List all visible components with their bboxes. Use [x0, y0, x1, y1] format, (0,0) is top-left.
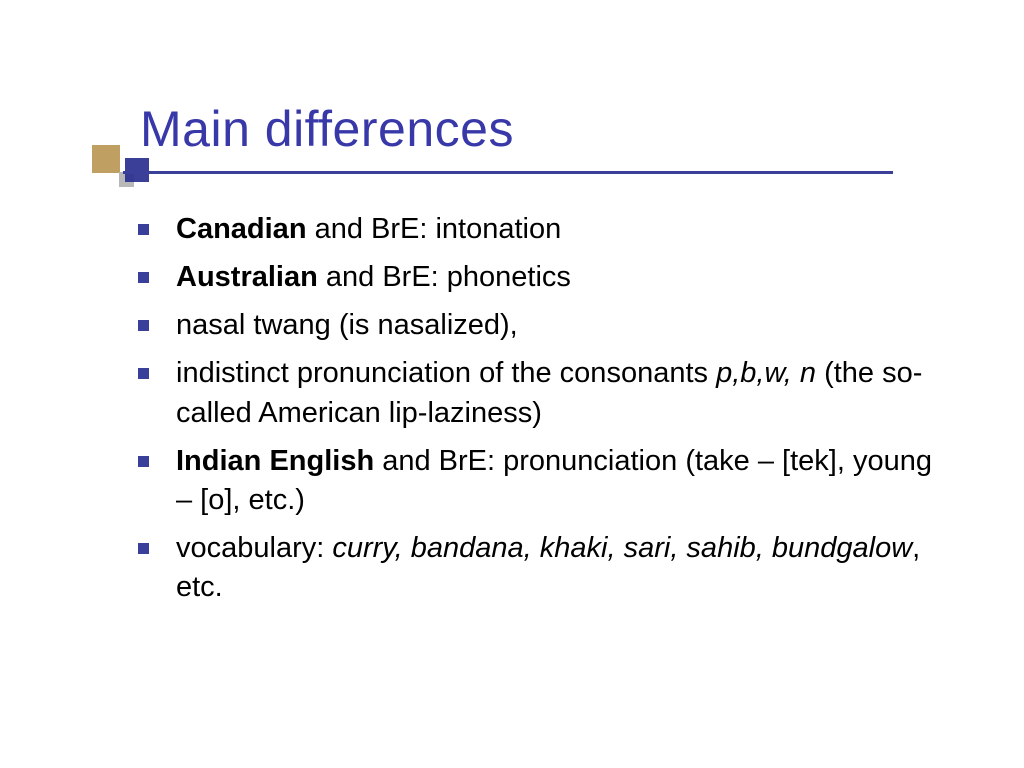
list-item: Indian English and BrE: pronunciation (t…	[138, 442, 938, 520]
italic-text: p,b,w, n	[716, 357, 824, 389]
body-text: indistinct pronunciation of the consonan…	[176, 357, 716, 389]
italic-text: curry, bandana, khaki, sari, sahib, bund…	[332, 532, 912, 564]
body-text: vocabulary:	[176, 532, 332, 564]
slide-body: Canadian and BrE: intonation Australian …	[138, 210, 938, 616]
square-navy-icon	[125, 158, 149, 182]
presentation-slide: Main differences Canadian and BrE: inton…	[0, 0, 1024, 768]
bold-text: Canadian	[176, 213, 307, 245]
body-text: and BrE: phonetics	[318, 261, 571, 293]
body-text: and BrE: intonation	[307, 213, 562, 245]
slide-title: Main differences	[140, 100, 514, 158]
bold-text: Australian	[176, 261, 318, 293]
list-item: Australian and BrE: phonetics	[138, 258, 938, 297]
bullet-list: Canadian and BrE: intonation Australian …	[138, 210, 938, 607]
list-item: vocabulary: curry, bandana, khaki, sari,…	[138, 529, 938, 607]
bold-text: Indian English	[176, 445, 374, 477]
list-item: nasal twang (is nasalized),	[138, 306, 938, 345]
list-item: Canadian and BrE: intonation	[138, 210, 938, 249]
list-item: indistinct pronunciation of the consonan…	[138, 354, 938, 432]
body-text: nasal twang (is nasalized),	[176, 309, 518, 341]
title-underline	[123, 171, 893, 174]
square-gold-icon	[92, 145, 120, 173]
